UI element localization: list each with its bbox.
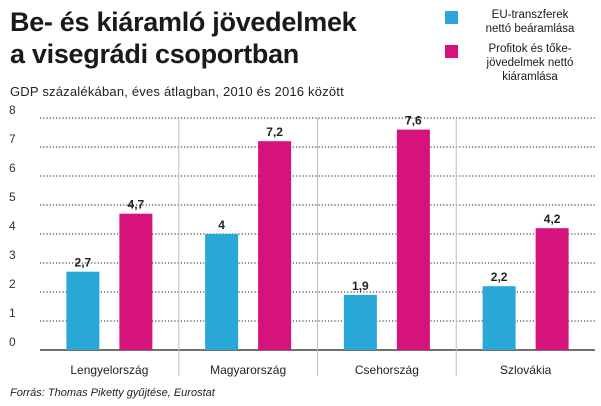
- chart-legend: EU-transzferek nettó beáramlása Profitok…: [445, 8, 595, 90]
- legend-item-eu-transfers: EU-transzferek nettó beáramlása: [445, 8, 595, 36]
- data-label: 7,6: [405, 114, 422, 128]
- chart-subtitle: GDP százalékában, éves átlagban, 2010 és…: [10, 84, 344, 99]
- y-tick-label: 8: [9, 103, 16, 117]
- bar-profit-outflows: [396, 129, 430, 350]
- data-label: 4,2: [544, 212, 561, 226]
- bar-eu-transfers: [482, 286, 516, 350]
- bar-profit-outflows: [535, 228, 569, 350]
- y-tick-label: 1: [9, 306, 16, 320]
- legend-label-line: nettó beáramlása: [485, 23, 575, 35]
- chart-title: Be- és kiáramló jövedelmek a visegrádi c…: [10, 6, 430, 70]
- legend-item-profit-outflows: Profitok és tőke- jövedelmek nettó kiára…: [445, 42, 595, 84]
- bar-profit-outflows: [258, 141, 292, 350]
- x-category-label: Lengyelország: [70, 363, 148, 377]
- legend-swatch-eu-transfers: [445, 11, 458, 24]
- legend-label-line: jövedelmek nettó: [486, 57, 574, 69]
- legend-label-line: kiáramlása: [502, 71, 558, 83]
- data-label: 1,9: [352, 279, 369, 293]
- bar-profit-outflows: [119, 213, 153, 350]
- y-tick-label: 5: [9, 190, 16, 204]
- x-category-label: Magyarország: [210, 363, 286, 377]
- y-tick-label: 0: [9, 335, 16, 349]
- source-note: Forrás: Thomas Piketty gyűjtése, Eurosta…: [10, 387, 215, 399]
- data-label: 2,7: [75, 256, 92, 270]
- data-label: 4,7: [128, 198, 145, 212]
- data-label: 2,2: [491, 270, 508, 284]
- bar-eu-transfers: [205, 234, 239, 350]
- legend-label-line: Profitok és tőke-: [488, 43, 572, 55]
- legend-label-line: EU-transzferek: [491, 9, 569, 21]
- legend-swatch-profit-outflows: [445, 45, 458, 58]
- x-category-label: Csehország: [355, 363, 419, 377]
- y-tick-label: 3: [9, 248, 16, 262]
- bar-eu-transfers: [66, 271, 100, 350]
- y-tick-label: 7: [9, 132, 16, 146]
- y-tick-label: 4: [9, 219, 16, 233]
- data-label: 4: [218, 218, 225, 232]
- bar-eu-transfers: [343, 294, 377, 350]
- data-label: 7,2: [266, 125, 283, 139]
- x-category-label: Szlovákia: [500, 363, 552, 377]
- chart-title-line-2: a visegrádi csoportban: [10, 39, 299, 69]
- y-tick-label: 6: [9, 161, 16, 175]
- y-tick-label: 2: [9, 277, 16, 291]
- chart-title-line-1: Be- és kiáramló jövedelmek: [10, 7, 357, 37]
